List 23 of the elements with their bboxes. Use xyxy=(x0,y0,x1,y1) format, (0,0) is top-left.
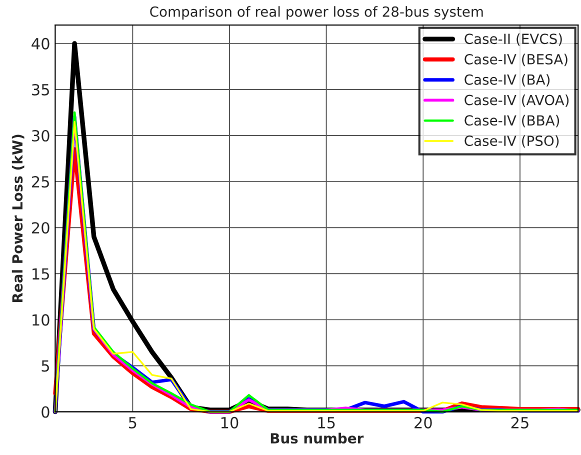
legend-label: Case-IV (BBA) xyxy=(464,114,560,128)
legend-label: Case-II (EVCS) xyxy=(464,33,562,46)
y-tick-label: 35 xyxy=(32,84,49,96)
legend-label: Case-IV (BESA) xyxy=(464,54,568,66)
x-tick-label: 15 xyxy=(318,417,335,428)
x-tick-label: 5 xyxy=(128,417,136,428)
x-tick-label: 10 xyxy=(221,416,238,428)
y-tick-label: 0 xyxy=(42,406,50,418)
chart-title: Comparison of real power loss of 28-bus system xyxy=(150,6,483,20)
y-axis-title: Real Power Loss (kW) xyxy=(12,134,24,302)
legend-label: Case-IV (AVOA) xyxy=(464,94,569,107)
y-tick-label: 30 xyxy=(32,130,50,142)
x-tick-label: 20 xyxy=(414,416,432,428)
y-tick-label: 5 xyxy=(42,360,49,372)
x-tick-label: 25 xyxy=(511,416,528,428)
x-axis-title: Bus number xyxy=(270,432,364,444)
y-tick-label: 15 xyxy=(32,268,49,280)
legend-label: Case-IV (PSO) xyxy=(464,135,559,148)
y-tick-label: 10 xyxy=(32,314,50,326)
legend-label: Case-IV (BA) xyxy=(464,74,550,87)
y-tick-label: 20 xyxy=(32,222,50,234)
y-tick-label: 40 xyxy=(32,38,50,50)
y-tick-label: 25 xyxy=(32,176,49,188)
